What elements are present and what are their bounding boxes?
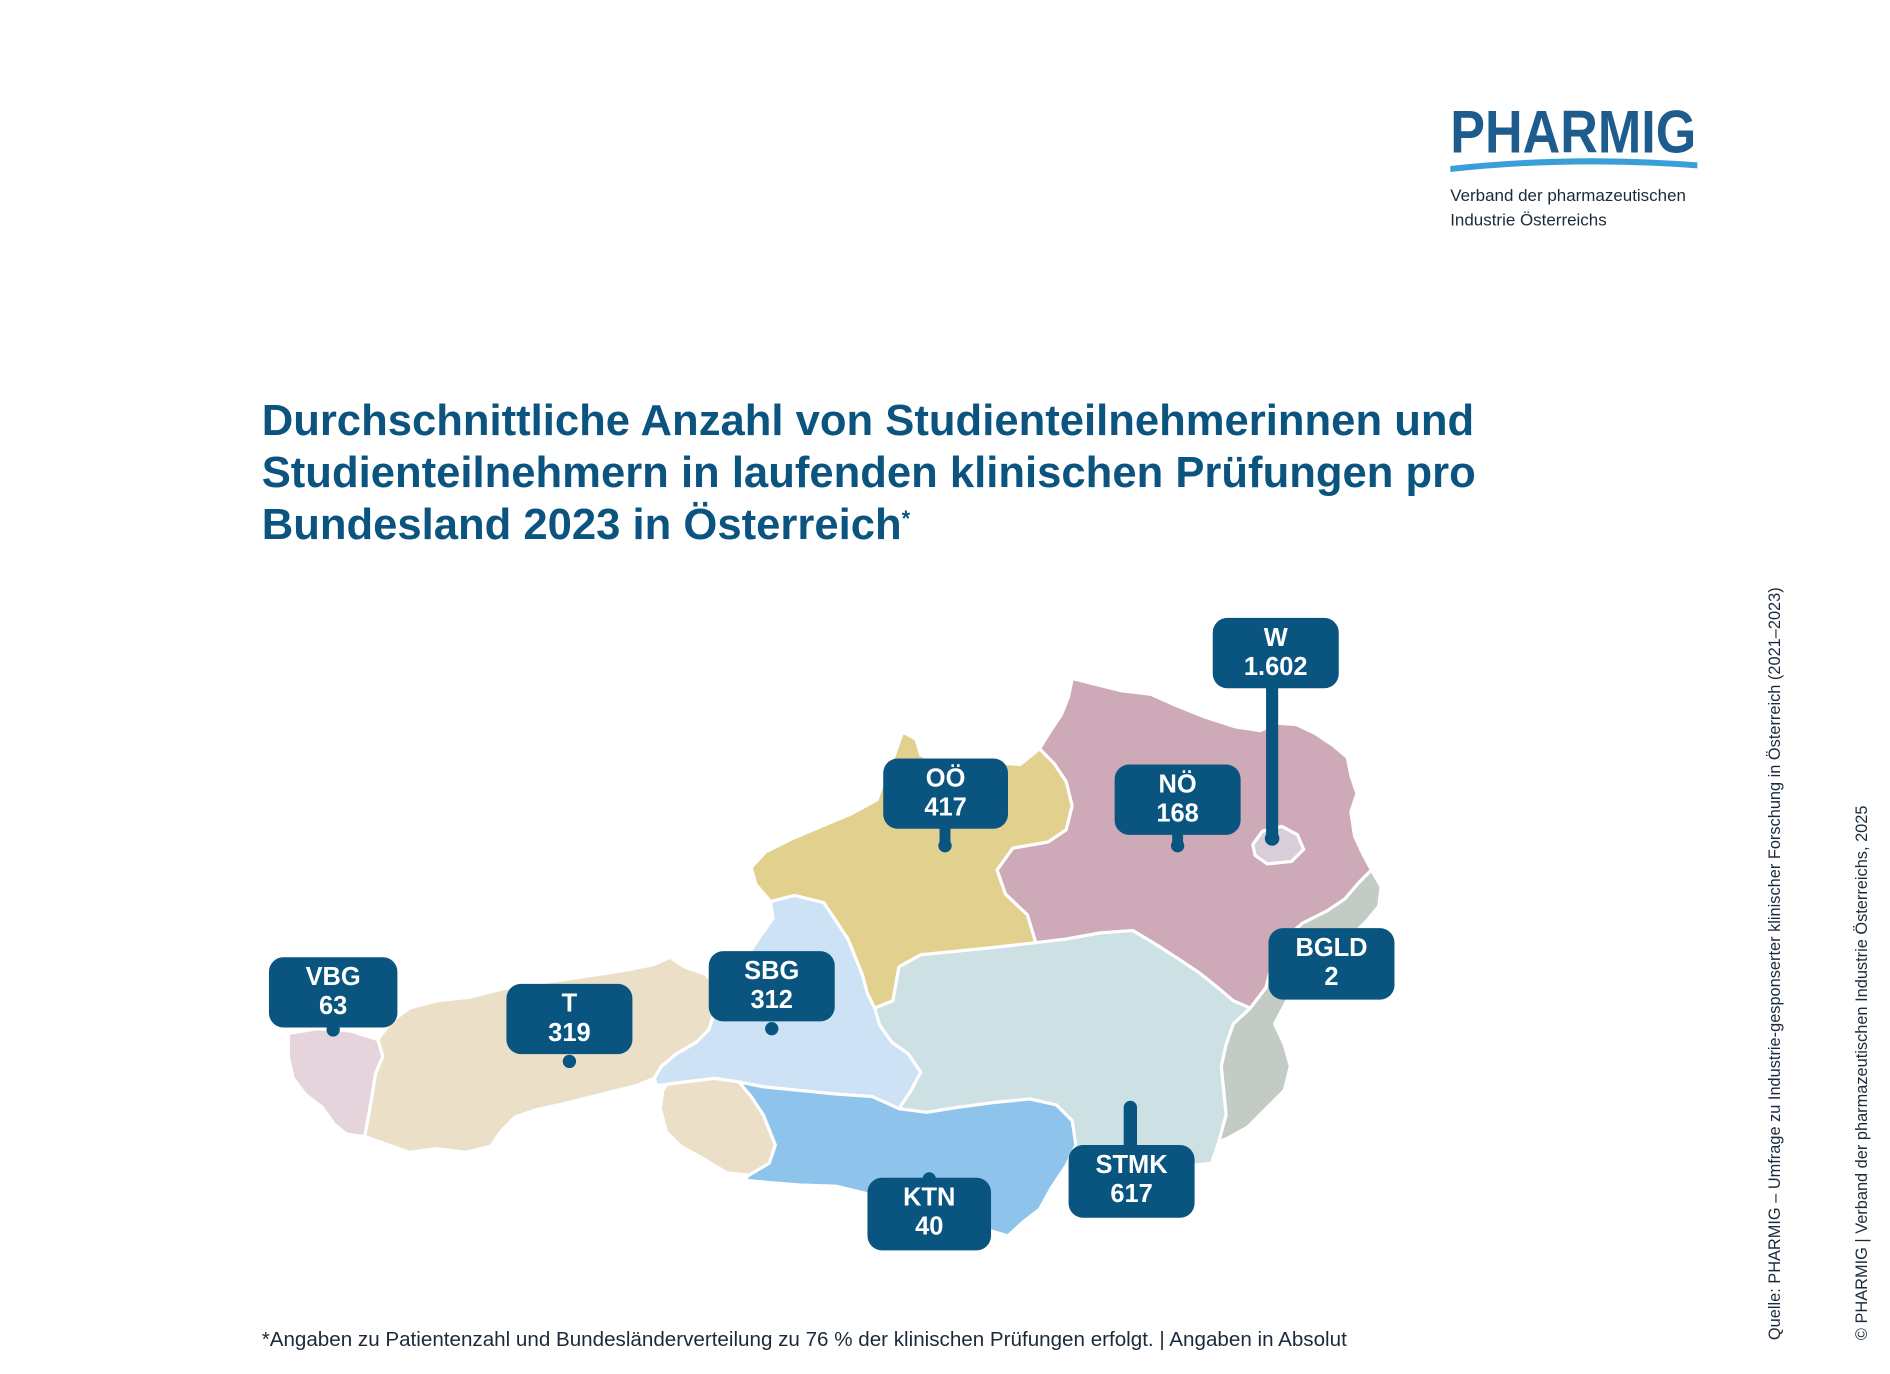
label-pin (1264, 831, 1280, 846)
footnote-mark: * (901, 506, 911, 531)
region-value: 2 (1324, 963, 1339, 992)
region-value: 319 (548, 1018, 591, 1047)
region-label-vbg: VBG 63 (268, 957, 398, 1028)
region-value: 63 (319, 992, 348, 1021)
label-pin (1170, 839, 1185, 853)
region-value: 40 (915, 1212, 944, 1241)
region-kaernten (737, 1080, 1078, 1238)
region-label-sbg: SBG 312 (708, 951, 835, 1022)
title-line: Studienteilnehmern in laufenden klinisch… (261, 447, 1476, 497)
source-note: Quelle: PHARMIG – Umfrage zu Industrie-g… (1765, 587, 1784, 1341)
title-line: Bundesland 2023 in Österreich* (262, 498, 1476, 550)
region-abbreviation: BGLD (1295, 934, 1368, 963)
region-abbreviation: T (561, 989, 578, 1018)
logo-tagline-line: Industrie Österreichs (1450, 209, 1607, 229)
region-label-ktn: KTN 40 (867, 1177, 992, 1251)
region-abbreviation: SBG (744, 957, 800, 986)
region-value: 312 (750, 986, 793, 1015)
region-abbreviation: VBG (305, 963, 361, 992)
title-line-text: Bundesland 2023 in Österreich (261, 499, 902, 549)
label-pin (562, 1054, 577, 1069)
region-label-w: W 1.602 (1212, 617, 1339, 689)
region-abbreviation: STMK (1095, 1151, 1168, 1179)
region-value: 168 (1156, 799, 1199, 828)
region-label-stmk: STMK 617 (1068, 1144, 1195, 1218)
region-steiermark (873, 928, 1252, 1169)
copyright-note: © PHARMIG | Verband der pharmazeutischen… (1852, 805, 1871, 1341)
title-line: Durchschnittliche Anzahl von Studienteil… (261, 394, 1475, 445)
region-value: 617 (1110, 1180, 1153, 1209)
region-label-noe: NÖ 168 (1114, 764, 1241, 835)
footnote: *Angaben zu Patientenzahl und Bundesländ… (261, 1327, 1347, 1351)
region-value: 417 (924, 793, 967, 822)
label-pin (765, 1022, 779, 1036)
logo-swoosh-icon (1450, 158, 1698, 173)
region-label-bgld: BGLD 2 (1268, 928, 1395, 1000)
logo-wordmark: PHARMIG (1450, 98, 1697, 166)
logo-tagline-line: Verband der pharmazeutischen (1450, 185, 1686, 205)
pharmig-logo: PHARMIG Verband der pharmazeutischen Ind… (1450, 102, 1704, 235)
region-abbreviation: NÖ (1158, 770, 1197, 799)
region-label-ooe: OÖ 417 (883, 758, 1009, 829)
region-label-t: T 319 (506, 983, 633, 1055)
region-abbreviation: W (1263, 623, 1288, 652)
region-value: 1.602 (1243, 653, 1308, 681)
region-abbreviation: OÖ (925, 764, 966, 793)
page-title: Durchschnittliche Anzahl von Studienteil… (262, 394, 1476, 550)
logo-tagline: Verband der pharmazeutischen Industrie Ö… (1450, 183, 1686, 231)
region-abbreviation: KTN (903, 1183, 956, 1212)
label-pin (938, 839, 952, 853)
